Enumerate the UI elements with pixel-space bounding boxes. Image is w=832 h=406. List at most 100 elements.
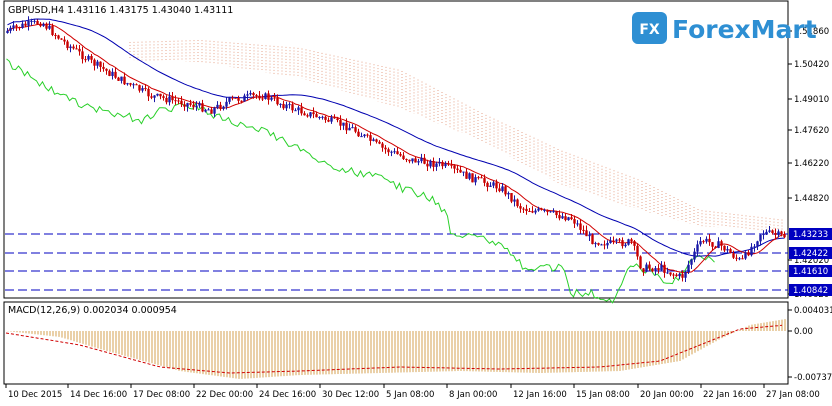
candle-body [318,117,321,119]
candle-body [201,103,204,112]
time-label: 20 Jan 00:00 [640,390,694,400]
candle-body [462,171,465,173]
candle-body [783,233,786,238]
time-label: 24 Dec 16:00 [259,390,316,400]
candle-body [204,109,207,112]
candle-body [459,169,462,173]
candle-body [534,210,537,213]
candle-body [258,95,261,99]
candle-body [735,257,738,259]
candle-body [654,268,657,272]
candle-body [570,217,573,220]
candle-body [225,101,228,107]
candle-body [396,151,399,155]
candle-body [426,163,429,167]
candle-body [375,139,378,142]
macd-panel[interactable] [3,301,789,385]
price-label: 1.46220 [794,159,829,169]
candle-body [507,192,510,195]
candle-body [771,230,774,234]
candle-body [27,21,30,26]
candle-body [501,186,504,192]
candle-body [249,93,252,95]
candle-body [150,96,153,98]
candle-body [582,229,585,231]
level-tag [789,247,832,259]
candle-body [288,104,291,106]
candle-body [780,231,783,234]
candle-body [18,27,21,29]
candle-body [603,244,606,246]
candle-body [714,246,717,248]
candle-body [57,35,60,39]
candle-body [717,241,720,248]
candle-body [429,160,432,167]
candle-body [705,238,708,242]
candle-body [342,122,345,126]
candle-body [270,97,273,100]
candle-body [414,158,417,163]
candle-body [678,274,681,277]
candle-body [129,83,132,85]
candle-body [42,24,45,27]
time-label: 14 Dec 16:00 [70,390,127,400]
tenkan-path [7,23,785,274]
time-label: 27 Jan 08:00 [766,390,820,400]
time-label: 15 Jan 08:00 [576,390,630,400]
level-label: 1.42422 [793,249,828,259]
price-panel[interactable] [3,0,789,299]
candle-body [285,104,288,109]
candle-body [75,48,78,50]
level-tag [789,284,832,296]
level-tags: 1.43233 1.42422 1.41610 1.40842 [789,228,832,296]
macd-axis: 0.004031 0.00 -0.007377 [788,306,832,383]
candle-body [621,240,624,247]
candle-body [765,231,768,234]
candle-body [366,134,369,136]
candle-body [171,96,174,101]
candle-body [132,84,135,86]
candle-body [381,143,384,148]
candle-body [408,159,411,162]
candle-body [234,97,237,99]
time-label: 30 Dec 12:00 [322,390,379,400]
candle-body [522,208,525,210]
candle-body [45,24,48,29]
candle-body [237,97,240,101]
candle-body [216,104,219,108]
price-label: 1.51860 [794,27,829,37]
candle-body [345,122,348,131]
candle-body [261,98,264,100]
candle-body [519,206,522,209]
forexmart-logo: FX ForexMart [632,12,817,44]
candle-body [372,139,375,141]
candle-body [726,249,729,251]
candle-body [207,109,210,111]
level-label: 1.41610 [793,267,828,277]
candle-body [405,159,408,161]
candle-body [99,61,102,67]
candle-body [183,104,186,107]
candle-body [6,30,9,33]
candle-body [573,219,576,224]
candle-body [177,100,180,102]
candle-body [213,107,216,114]
candle-body [330,117,333,122]
candle-body [369,135,372,141]
candle-body [198,103,201,106]
logo-icon [632,12,667,44]
candle-body [777,231,780,235]
candle-body [312,112,315,115]
candle-body [579,223,582,230]
candle-body [282,103,285,109]
candle-body [456,168,459,170]
time-label: 5 Jan 08:00 [386,390,434,400]
candle-body [309,112,312,117]
candle-body [477,177,480,179]
candle-body [81,51,84,60]
candle-body [66,41,69,49]
candle-body [387,149,390,153]
candle-body [510,192,513,202]
candle-body [339,120,342,126]
